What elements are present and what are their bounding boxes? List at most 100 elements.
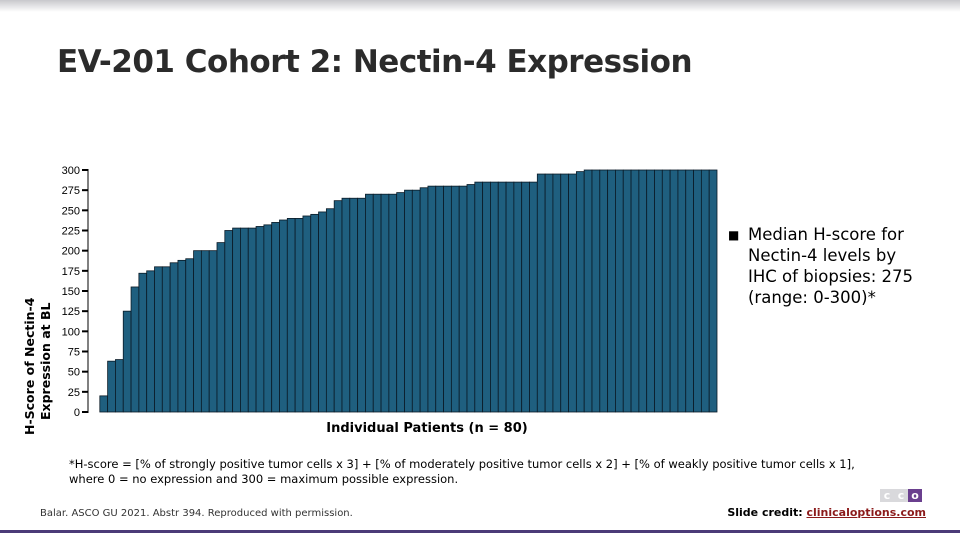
bar	[224, 230, 234, 413]
bar	[372, 193, 382, 413]
bar	[279, 219, 288, 413]
bar	[419, 187, 429, 413]
bar	[177, 259, 187, 413]
bar	[677, 169, 687, 413]
bar	[318, 211, 327, 413]
bar	[154, 266, 163, 413]
bar	[536, 173, 546, 413]
bar	[216, 242, 226, 413]
bar	[630, 169, 640, 413]
bar	[575, 171, 585, 413]
bar	[443, 185, 452, 413]
y-tick-label: 175	[62, 266, 80, 278]
bar	[365, 193, 374, 413]
y-tick-label: 225	[62, 226, 80, 238]
bar	[435, 185, 444, 413]
y-tick-label: 0	[74, 407, 80, 419]
y-tick-label: 300	[62, 165, 80, 177]
square-bullet-icon: ■	[728, 228, 740, 242]
bar	[341, 197, 351, 413]
bar	[583, 169, 593, 413]
bar	[310, 213, 319, 413]
bar	[529, 181, 538, 413]
bar	[357, 197, 366, 413]
logo-letter-1: c	[880, 489, 894, 502]
bar	[482, 181, 491, 413]
y-tick-label: 25	[68, 387, 80, 399]
bar	[122, 310, 132, 413]
bar	[591, 169, 601, 413]
bar	[568, 173, 577, 413]
bar	[458, 185, 468, 413]
slide-credit: Slide credit: clinicaloptions.com	[727, 506, 926, 519]
y-tick-label: 200	[62, 246, 80, 258]
y-tick-label: 100	[62, 326, 80, 338]
bar	[200, 250, 210, 413]
logo-letter-2: c	[894, 489, 908, 502]
bar	[271, 222, 280, 413]
bar	[669, 169, 679, 413]
bar	[513, 181, 523, 413]
bar	[622, 169, 632, 413]
bar	[708, 169, 718, 413]
bar	[544, 173, 554, 413]
bar	[107, 360, 116, 413]
bar	[263, 224, 273, 413]
bar	[388, 193, 398, 413]
bar	[411, 189, 421, 413]
top-gradient-rule	[0, 0, 960, 12]
bar-chart: H-Score of Nectin-4 Expression at BL 0 25…	[22, 165, 718, 436]
median-bullet-text: Median H-score for Nectin-4 levels by IH…	[748, 225, 914, 307]
cco-logo: c c o	[880, 489, 922, 502]
bar	[146, 270, 155, 413]
bar	[185, 258, 194, 413]
bar	[404, 189, 413, 413]
bar	[427, 185, 437, 413]
y-tick-label: 75	[68, 347, 80, 359]
bar	[138, 272, 148, 413]
bar	[505, 181, 515, 413]
bar	[169, 262, 179, 413]
bar	[466, 184, 476, 413]
bar	[638, 169, 648, 413]
bar	[294, 218, 304, 413]
median-bullet: ■ Median H-score for Nectin-4 levels by …	[728, 224, 928, 308]
bar	[325, 208, 335, 413]
slide-title: EV-201 Cohort 2: Nectin-4 Expression	[57, 44, 693, 80]
y-tick-label: 125	[62, 306, 80, 318]
bar	[302, 215, 312, 413]
bar	[232, 227, 241, 413]
bar	[380, 193, 390, 413]
bar	[552, 173, 562, 413]
bar	[685, 169, 694, 413]
y-tick-label: 250	[62, 205, 80, 217]
bar	[607, 169, 616, 413]
bar	[497, 181, 507, 413]
bar	[521, 181, 530, 413]
bar	[286, 218, 296, 413]
bar	[130, 286, 140, 413]
y-tick-label: 50	[68, 367, 80, 379]
bar	[333, 200, 343, 413]
bar	[490, 181, 499, 413]
bar	[115, 359, 124, 413]
bar	[349, 197, 359, 413]
bar	[654, 169, 663, 413]
bar	[661, 169, 671, 413]
credit-link[interactable]: clinicaloptions.com	[806, 506, 927, 519]
bar	[450, 185, 460, 413]
bar	[599, 169, 609, 413]
x-axis-label: Individual Patients (n = 80)	[326, 421, 527, 436]
y-tick-label: 150	[62, 286, 80, 298]
citation: Balar. ASCO GU 2021. Abstr 394. Reproduc…	[40, 508, 353, 519]
y-tick-label: 275	[62, 185, 80, 197]
bar	[474, 181, 484, 413]
logo-letter-3: o	[908, 489, 922, 502]
bar	[615, 169, 624, 413]
bar	[396, 192, 405, 413]
bar	[247, 227, 257, 413]
bar	[193, 250, 202, 413]
bar	[240, 227, 249, 413]
credit-label: Slide credit:	[727, 506, 803, 519]
bar	[99, 395, 109, 413]
